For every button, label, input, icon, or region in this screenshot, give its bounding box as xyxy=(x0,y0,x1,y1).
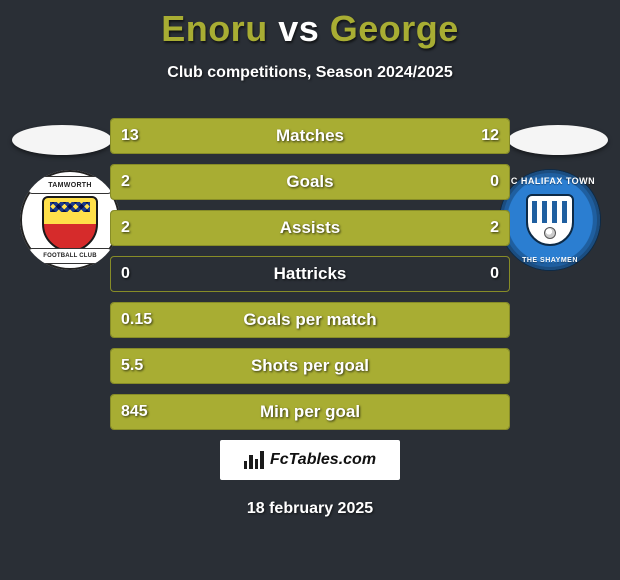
bar-chart-icon xyxy=(244,451,264,469)
club-banner-top-left: TAMWORTH xyxy=(28,176,112,194)
stat-label: Hattricks xyxy=(111,257,509,291)
competition-subtitle: Club competitions, Season 2024/2025 xyxy=(0,64,620,82)
comparison-title: Enoru vs George xyxy=(0,0,620,50)
stat-row: 22Assists xyxy=(110,210,510,246)
club-shield-graphic-left xyxy=(42,196,98,252)
stat-row: 1312Matches xyxy=(110,118,510,154)
club-ring-bottom-right: THE SHAYMEN xyxy=(500,257,600,264)
club-crest-right: FC HALIFAX TOWN THE SHAYMEN xyxy=(500,170,600,270)
brand-box[interactable]: FcTables.com xyxy=(220,440,400,480)
player2-oval xyxy=(508,125,608,155)
stat-label: Assists xyxy=(111,211,509,245)
player1-name: Enoru xyxy=(161,8,268,49)
stat-row: 20Goals xyxy=(110,164,510,200)
stat-label: Shots per goal xyxy=(111,349,509,383)
stat-row: 00Hattricks xyxy=(110,256,510,292)
ball-icon xyxy=(544,227,556,239)
player2-name: George xyxy=(330,8,459,49)
club-inner-graphic-right xyxy=(526,194,574,246)
stat-label: Goals per match xyxy=(111,303,509,337)
stat-label: Min per goal xyxy=(111,395,509,429)
club-badge-right: FC HALIFAX TOWN THE SHAYMEN xyxy=(500,170,600,270)
stat-label: Goals xyxy=(111,165,509,199)
stat-row: 5.5Shots per goal xyxy=(110,348,510,384)
stats-container: 1312Matches 20Goals 22Assists 00Hattricks 0.… xyxy=(110,118,510,440)
club-crest-left: TAMWORTH FOOTBALL CLUB xyxy=(20,170,120,270)
brand-text: FcTables.com xyxy=(270,451,376,469)
club-ring-top-right: FC HALIFAX TOWN xyxy=(500,176,600,186)
stat-row: 0.15Goals per match xyxy=(110,302,510,338)
stat-label: Matches xyxy=(111,119,509,153)
date-text: 18 february 2025 xyxy=(0,500,620,518)
player1-oval xyxy=(12,125,112,155)
club-banner-bottom-left: FOOTBALL CLUB xyxy=(28,248,112,264)
club-badge-left: TAMWORTH FOOTBALL CLUB xyxy=(20,170,120,270)
stripes-icon xyxy=(532,201,568,223)
vs-text: vs xyxy=(278,8,319,49)
stat-row: 845Min per goal xyxy=(110,394,510,430)
